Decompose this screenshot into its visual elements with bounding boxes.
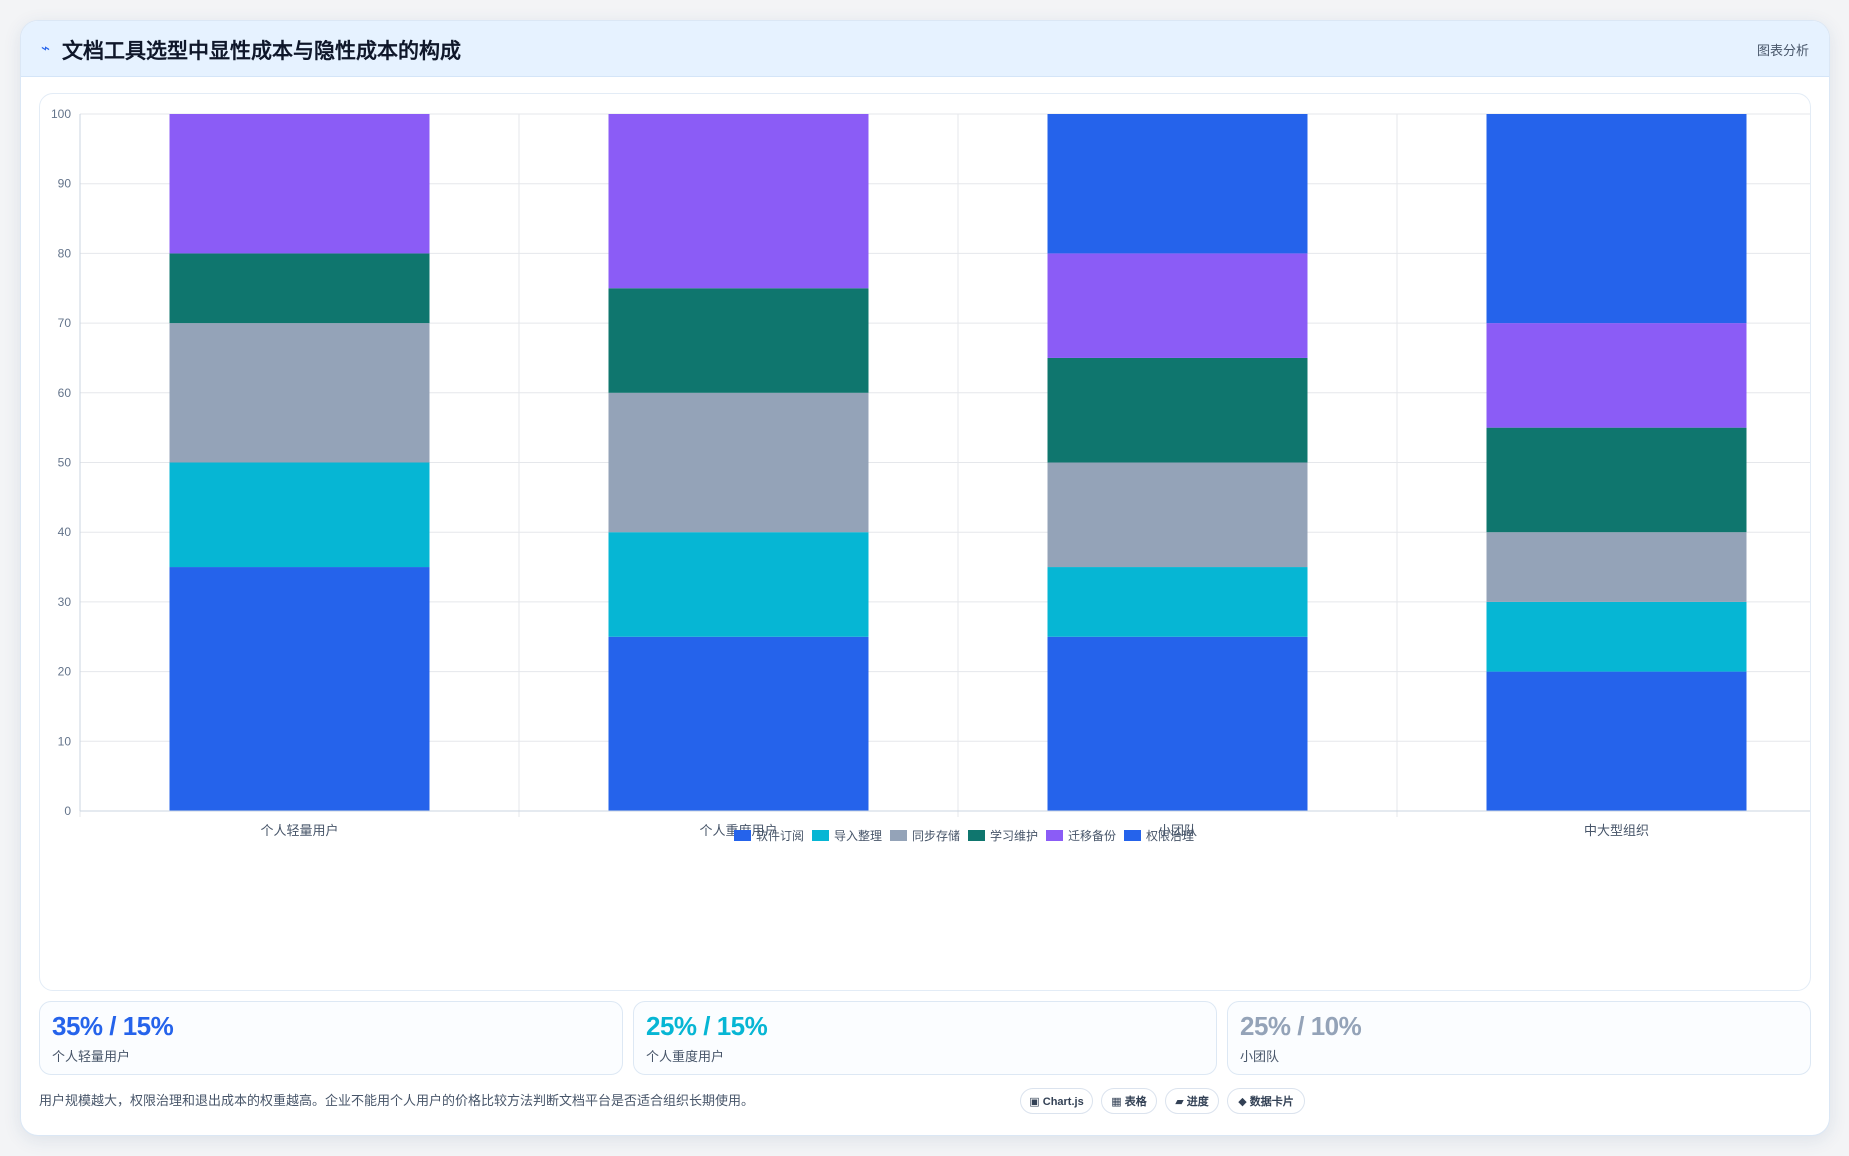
bar-segment — [608, 532, 869, 637]
legend-swatch — [734, 830, 751, 841]
bar-segment — [608, 288, 869, 393]
legend-label: 权限治理 — [1146, 829, 1194, 843]
bar-segment — [1047, 636, 1308, 811]
bar-segment — [1047, 114, 1308, 254]
stat-label: 个人轻量用户 — [52, 1049, 131, 1064]
bar-segment — [1486, 114, 1747, 324]
card-header: ⌁ 文档工具选型中显性成本与隐性成本的构成 图表分析 — [21, 21, 1829, 77]
bar-segment — [1486, 323, 1747, 428]
legend-swatch — [968, 830, 985, 841]
bar-segment — [1486, 671, 1747, 811]
bar-segment — [1047, 567, 1308, 637]
legend-label: 学习维护 — [990, 828, 1038, 843]
chart-analysis-tag: 图表分析 — [1756, 43, 1809, 58]
y-tick-label: 20 — [58, 665, 72, 679]
page-title: 文档工具选型中显性成本与隐性成本的构成 — [62, 40, 461, 63]
stat-card-1: 35% / 15% 个人轻量用户 — [39, 1001, 623, 1075]
bar-segment — [608, 114, 869, 289]
bar-segment — [608, 636, 869, 811]
legend-swatch — [1124, 830, 1141, 841]
bar-segment — [1486, 601, 1747, 672]
bar-segment — [1047, 253, 1308, 358]
bar-segment — [1486, 427, 1747, 533]
stat-value: 25% / 15% — [646, 1011, 768, 1041]
x-tick-label: 小团队 — [1158, 823, 1197, 838]
y-tick-label: 80 — [58, 246, 72, 260]
y-tick-label: 10 — [58, 734, 72, 748]
data-card-pill[interactable]: ◆ 数据卡片 — [1227, 1088, 1305, 1114]
legend-swatch — [812, 830, 829, 841]
bar-segment — [608, 392, 869, 533]
bar-segment — [169, 253, 430, 324]
chart-card: ⌁ 文档工具选型中显性成本与隐性成本的构成 图表分析 0 10 20 30 40 50 60… — [20, 20, 1830, 1136]
bar-segment — [1486, 532, 1747, 602]
stat-value: 35% / 15% — [52, 1011, 174, 1041]
y-tick-label: 0 — [64, 804, 71, 818]
legend-swatch — [1046, 830, 1063, 841]
bar-segment — [169, 114, 430, 254]
stacked-bar-chart: 0102030405060708090100个人轻量用户个人重度用户小团队中大型… — [51, 107, 1810, 843]
chartjs-pill[interactable]: ▣ Chart.js — [1020, 1088, 1093, 1114]
y-tick-label: 100 — [51, 107, 71, 121]
chart-panel: 0102030405060708090100个人轻量用户个人重度用户小团队中大型… — [39, 93, 1811, 991]
pulse-icon: ⌁ — [41, 40, 51, 57]
bar-segment — [169, 567, 430, 811]
y-tick-label: 70 — [58, 316, 72, 330]
legend-swatch — [890, 830, 907, 841]
y-tick-label: 30 — [58, 595, 72, 609]
legend-label: 迁移备份 — [1068, 829, 1116, 843]
y-tick-label: 40 — [58, 525, 72, 539]
progress-pill[interactable]: ▰ 进度 — [1165, 1088, 1219, 1114]
y-tick-label: 90 — [58, 177, 72, 191]
bar-segment — [169, 323, 430, 463]
stat-label: 个人重度用户 — [646, 1049, 725, 1064]
stat-card-2: 25% / 15% 个人重度用户 — [633, 1001, 1217, 1075]
stat-label: 小团队 — [1240, 1049, 1280, 1064]
stat-value: 25% / 10% — [1240, 1011, 1362, 1041]
x-tick-label: 中大型组织 — [1584, 823, 1649, 838]
stat-card-3: 25% / 10% 小团队 — [1227, 1001, 1811, 1075]
y-tick-label: 50 — [58, 456, 72, 470]
x-tick-label: 个人轻量用户 — [260, 823, 338, 838]
bar-segment — [169, 462, 430, 568]
legend-label: 导入整理 — [834, 828, 882, 843]
table-pill[interactable]: ▦ 表格 — [1101, 1088, 1157, 1114]
bar-segment — [1047, 462, 1308, 568]
footer-note: 用户规模越大，权限治理和退出成本的权重越高。企业不能用个人用户的价格比较方法判断… — [39, 1093, 755, 1108]
bar-segment — [1047, 357, 1308, 463]
legend-label: 软件订阅 — [756, 829, 804, 843]
y-tick-label: 60 — [58, 386, 72, 400]
legend-label: 同步存储 — [912, 828, 960, 843]
